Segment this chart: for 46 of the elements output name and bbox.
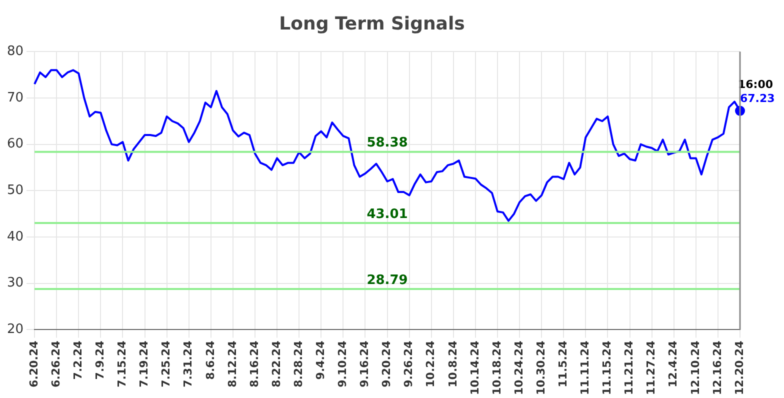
x-tick-label: 12.4.24 (666, 340, 680, 388)
x-tick-label: 12.20.24 (732, 340, 746, 395)
x-tick-label: 10.24.24 (512, 340, 526, 395)
x-tick-label: 9.26.24 (402, 340, 416, 388)
x-tick-label: 10.14.24 (468, 340, 482, 395)
x-tick-label: 11.5.24 (556, 340, 570, 388)
x-tick-label: 7.2.24 (71, 340, 84, 380)
x-tick-label: 10.8.24 (446, 340, 460, 388)
y-tick-label: 40 (6, 229, 24, 244)
x-tick-label: 6.20.24 (27, 340, 40, 388)
x-tick-label: 10.2.24 (424, 340, 438, 388)
x-tick-label: 9.20.24 (380, 340, 394, 388)
x-tick-label: 9.16.24 (358, 340, 372, 388)
x-tick-label: 8.16.24 (248, 340, 261, 388)
x-tick-label: 11.21.24 (622, 340, 636, 395)
x-tick-label: 12.16.24 (710, 340, 724, 395)
x-tick-label: 9.10.24 (336, 340, 350, 388)
y-tick-label: 60 (6, 136, 24, 152)
annotation: 16:00 (738, 78, 774, 92)
x-tick-label: 7.15.24 (116, 340, 129, 388)
annotation: 67.23 (740, 92, 775, 106)
x-tick-label: 8.28.24 (292, 340, 305, 388)
x-tick-label: 6.26.24 (49, 340, 62, 388)
x-tick-label: 7.9.24 (94, 340, 107, 380)
x-tick-label: 12.10.24 (688, 340, 702, 395)
y-tick-label: 20 (6, 322, 24, 338)
x-tick-label: 11.27.24 (644, 340, 658, 395)
ref-line-label: 58.38 (366, 136, 408, 151)
x-tick-label: 7.31.24 (182, 340, 195, 388)
y-tick-label: 30 (6, 276, 24, 291)
x-tick-label: 11.11.24 (578, 340, 592, 395)
x-tick-label: 10.18.24 (490, 340, 504, 395)
chart-title: Long Term Signals (279, 13, 465, 34)
x-tick-label: 9.4.24 (314, 340, 327, 380)
x-tick-label: 7.19.24 (138, 340, 151, 388)
y-tick-label: 50 (6, 183, 24, 198)
x-tick-label: 7.25.24 (160, 340, 173, 388)
x-tick-label: 10.30.24 (534, 340, 548, 395)
x-tick-label: 8.6.24 (204, 340, 217, 380)
y-tick-label: 80 (6, 44, 24, 59)
ref-line-label: 28.79 (366, 272, 408, 288)
x-tick-label: 8.12.24 (226, 340, 239, 388)
x-tick-label: 8.22.24 (270, 340, 283, 388)
x-tick-label: 11.15.24 (600, 340, 614, 395)
y-tick-label: 70 (6, 90, 24, 106)
ref-line-label: 43.01 (366, 206, 408, 222)
